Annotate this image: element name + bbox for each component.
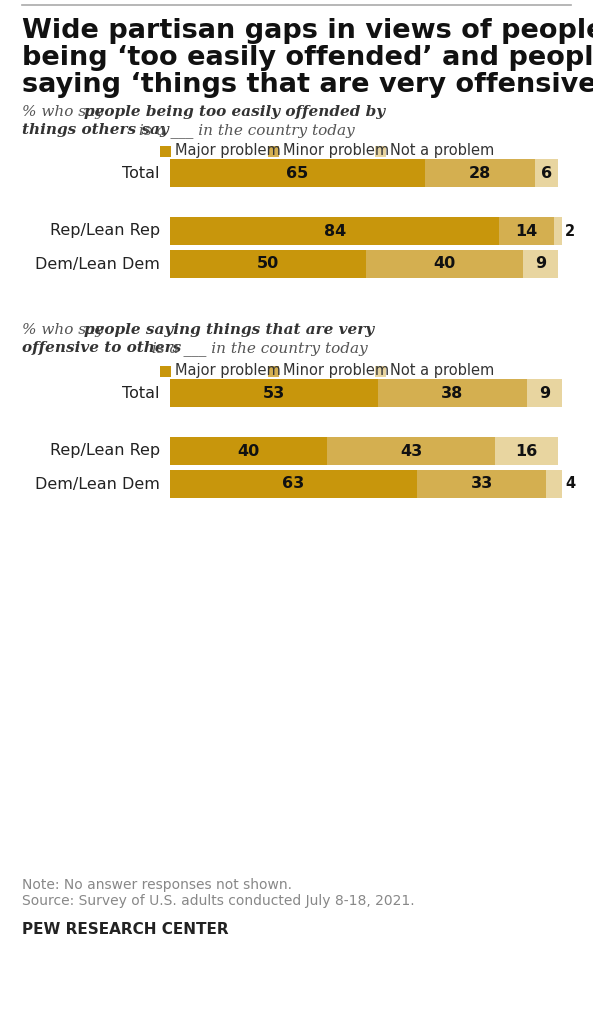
Text: is a ___ in the country today: is a ___ in the country today xyxy=(134,123,355,138)
Text: Not a problem: Not a problem xyxy=(390,143,495,159)
Text: things others say: things others say xyxy=(22,123,169,137)
Bar xyxy=(170,437,327,465)
Text: 63: 63 xyxy=(282,477,305,491)
Bar xyxy=(170,217,499,244)
Bar xyxy=(327,437,495,465)
Text: 16: 16 xyxy=(515,444,538,458)
Text: people being too easily offended by: people being too easily offended by xyxy=(84,105,385,119)
Bar xyxy=(546,470,562,498)
Text: offensive to others: offensive to others xyxy=(22,341,181,355)
Text: Total: Total xyxy=(123,386,160,400)
Text: 84: 84 xyxy=(324,223,346,238)
Bar xyxy=(267,145,279,157)
Text: saying ‘things that are very offensive’: saying ‘things that are very offensive’ xyxy=(22,72,593,98)
Bar xyxy=(160,145,171,157)
Text: % who say: % who say xyxy=(22,105,109,119)
Text: 38: 38 xyxy=(441,386,463,400)
Bar xyxy=(495,437,558,465)
Text: 28: 28 xyxy=(468,166,491,180)
Text: Source: Survey of U.S. adults conducted July 8-18, 2021.: Source: Survey of U.S. adults conducted … xyxy=(22,894,415,908)
Bar xyxy=(170,250,366,278)
Text: Dem/Lean Dem: Dem/Lean Dem xyxy=(35,257,160,271)
Bar xyxy=(523,250,558,278)
Bar xyxy=(378,379,527,407)
Bar xyxy=(366,250,523,278)
Text: PEW RESEARCH CENTER: PEW RESEARCH CENTER xyxy=(22,922,229,937)
Text: 33: 33 xyxy=(470,477,493,491)
Bar xyxy=(170,159,425,187)
Text: Note: No answer responses not shown.: Note: No answer responses not shown. xyxy=(22,878,292,892)
Bar xyxy=(170,379,378,407)
Text: Minor problem: Minor problem xyxy=(283,143,389,159)
Text: Not a problem: Not a problem xyxy=(390,363,495,379)
Text: being ‘too easily offended’ and people: being ‘too easily offended’ and people xyxy=(22,45,593,71)
Text: 50: 50 xyxy=(257,257,279,271)
Bar xyxy=(425,159,534,187)
Text: is a ___ in the country today: is a ___ in the country today xyxy=(147,341,368,356)
Text: Major problem: Major problem xyxy=(175,363,280,379)
Text: % who say: % who say xyxy=(22,323,109,337)
Text: 53: 53 xyxy=(263,386,285,400)
Text: 6: 6 xyxy=(541,166,552,180)
Text: Dem/Lean Dem: Dem/Lean Dem xyxy=(35,477,160,491)
Bar xyxy=(267,365,279,376)
Bar xyxy=(375,365,386,376)
Text: 65: 65 xyxy=(286,166,308,180)
Text: Wide partisan gaps in views of people: Wide partisan gaps in views of people xyxy=(22,18,593,44)
Text: Total: Total xyxy=(123,166,160,180)
Text: 4: 4 xyxy=(565,477,575,491)
Text: 43: 43 xyxy=(400,444,422,458)
Text: 14: 14 xyxy=(515,223,538,238)
Text: 40: 40 xyxy=(237,444,260,458)
Text: Major problem: Major problem xyxy=(175,143,280,159)
Bar xyxy=(527,379,562,407)
Text: people saying things that are very: people saying things that are very xyxy=(84,323,374,337)
Bar xyxy=(554,217,562,244)
Bar xyxy=(499,217,554,244)
Bar xyxy=(417,470,546,498)
Text: Rep/Lean Rep: Rep/Lean Rep xyxy=(50,223,160,238)
Text: 2: 2 xyxy=(565,223,575,238)
Text: 40: 40 xyxy=(433,257,455,271)
Text: 9: 9 xyxy=(535,257,546,271)
Text: 9: 9 xyxy=(539,386,550,400)
Bar xyxy=(170,470,417,498)
Bar xyxy=(534,159,558,187)
Bar xyxy=(375,145,386,157)
Bar xyxy=(160,365,171,376)
Text: Rep/Lean Rep: Rep/Lean Rep xyxy=(50,444,160,458)
Text: Minor problem: Minor problem xyxy=(283,363,389,379)
